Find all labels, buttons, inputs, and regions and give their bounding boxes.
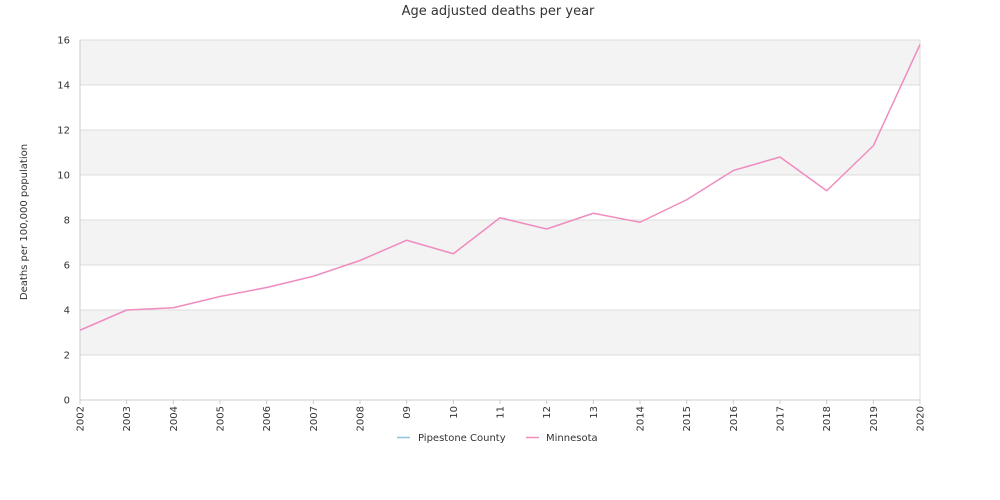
- grid-lines: [80, 39, 920, 401]
- x-tick-label: 11: [496, 406, 507, 419]
- legend-label-minnesota: Minnesota: [546, 433, 598, 444]
- x-tick-label: 2018: [822, 406, 833, 431]
- x-tick-label: 2014: [636, 406, 647, 431]
- legend-label-pipestone-county: Pipestone County: [418, 433, 506, 444]
- x-tick-label: 10: [449, 406, 460, 419]
- x-tick-label: 2019: [869, 406, 880, 431]
- x-tick-label: 12: [542, 406, 553, 419]
- y-tick-label: 8: [64, 216, 70, 227]
- x-tick-label: 2020: [916, 406, 927, 431]
- plot-band: [80, 310, 920, 355]
- x-tick-label: 2007: [309, 406, 320, 431]
- x-tick-label: 13: [589, 406, 600, 419]
- y-tick-label: 6: [64, 261, 70, 272]
- x-tick-label: 2003: [122, 406, 133, 431]
- y-tick-label: 4: [64, 306, 70, 317]
- x-tick-label: 2002: [76, 406, 87, 431]
- y-tick-label: 2: [64, 351, 70, 362]
- x-tick-label: 2008: [356, 406, 367, 431]
- y-tick-label: 14: [57, 81, 70, 92]
- x-tick-label: 2006: [262, 406, 273, 431]
- plot-band: [80, 220, 920, 265]
- plot-band: [80, 40, 920, 85]
- y-tick-label: 12: [57, 126, 70, 137]
- y-tick-label: 16: [57, 36, 70, 47]
- y-tick-label: 0: [64, 396, 70, 407]
- chart-title: Age adjusted deaths per year: [402, 4, 595, 19]
- legend: Pipestone County Minnesota: [397, 433, 598, 444]
- plot-band: [80, 130, 920, 175]
- plot-bands: [80, 40, 920, 355]
- series-line-minnesota: [79, 44, 921, 331]
- x-tick-label: 2017: [776, 406, 787, 431]
- x-tick-label: 09: [402, 406, 413, 419]
- x-tick-label: 2015: [682, 406, 693, 431]
- x-tick-label: 2004: [169, 406, 180, 431]
- x-tick-labels: 2002 2003 2004 2005 2006 2007 2008 09 10 11 12 13 20…: [76, 400, 927, 431]
- x-tick-label: 2016: [729, 406, 740, 431]
- y-axis-label: Deaths per 100,000 population: [19, 144, 30, 300]
- y-tick-label: 10: [57, 171, 70, 182]
- x-tick-label: 2005: [216, 406, 227, 431]
- y-tick-labels: 0 2 4 6 8 10 12 14 16: [57, 36, 70, 407]
- series-lines: [79, 44, 921, 331]
